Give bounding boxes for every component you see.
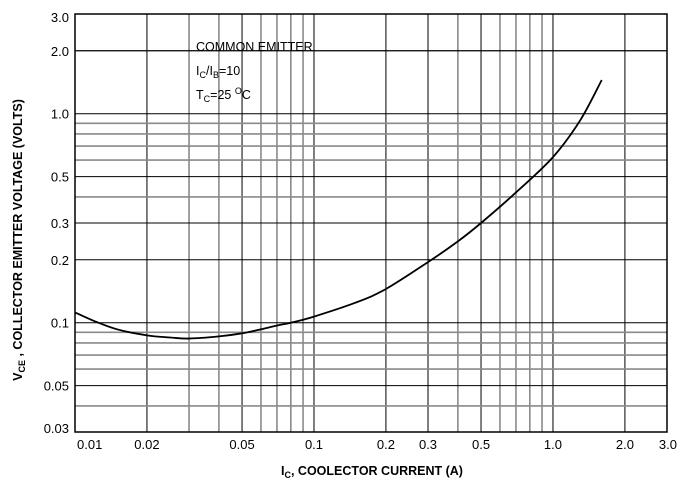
x-tick-label: 2.0 [616, 437, 634, 452]
x-tick-label: 0.2 [377, 437, 395, 452]
y-tick-label: 0.1 [51, 316, 69, 331]
x-tick-label: 0.02 [134, 437, 159, 452]
x-tick-label: 0.05 [229, 437, 254, 452]
x-tick-label: 1.0 [544, 437, 562, 452]
x-tick-label: 0.5 [472, 437, 490, 452]
annotation-line-1: COMMON EMITTER [196, 40, 313, 54]
vce-curve [74, 79, 603, 340]
y-axis-title: VCE , COLLECTOR EMITTER VOLTAGE (VOLTS) [11, 99, 27, 381]
y-tick-label: 2.0 [51, 44, 69, 59]
x-tick-label: 0.3 [419, 437, 437, 452]
curve-layer [74, 79, 603, 340]
x-tick-label: 0.1 [305, 437, 323, 452]
annotation-line-2: IC/IB=10 [196, 64, 240, 80]
y-tick-label: 0.3 [51, 216, 69, 231]
y-tick-label: 3.0 [51, 10, 69, 25]
x-axis-title: IC, COOLECTOR CURRENT (A) [281, 464, 463, 480]
x-tick-label: 0.01 [77, 437, 102, 452]
y-tick-label: 0.03 [44, 421, 69, 436]
y-tick-label: 0.05 [44, 379, 69, 394]
plot-frame [74, 13, 668, 433]
y-tick-label: 0.5 [51, 170, 69, 185]
tick-layer: 0.01 0.02 0.05 0.1 0.2 0.3 0.5 1.0 2.0 3.0 3.0 2.0 1… [44, 10, 677, 452]
annotation-line-3: TC=25 OC [196, 86, 251, 104]
x-tick-label: 3.0 [659, 437, 677, 452]
y-tick-label: 1.0 [51, 107, 69, 122]
y-tick-label: 0.2 [51, 253, 69, 268]
grid-layer [74, 13, 668, 433]
